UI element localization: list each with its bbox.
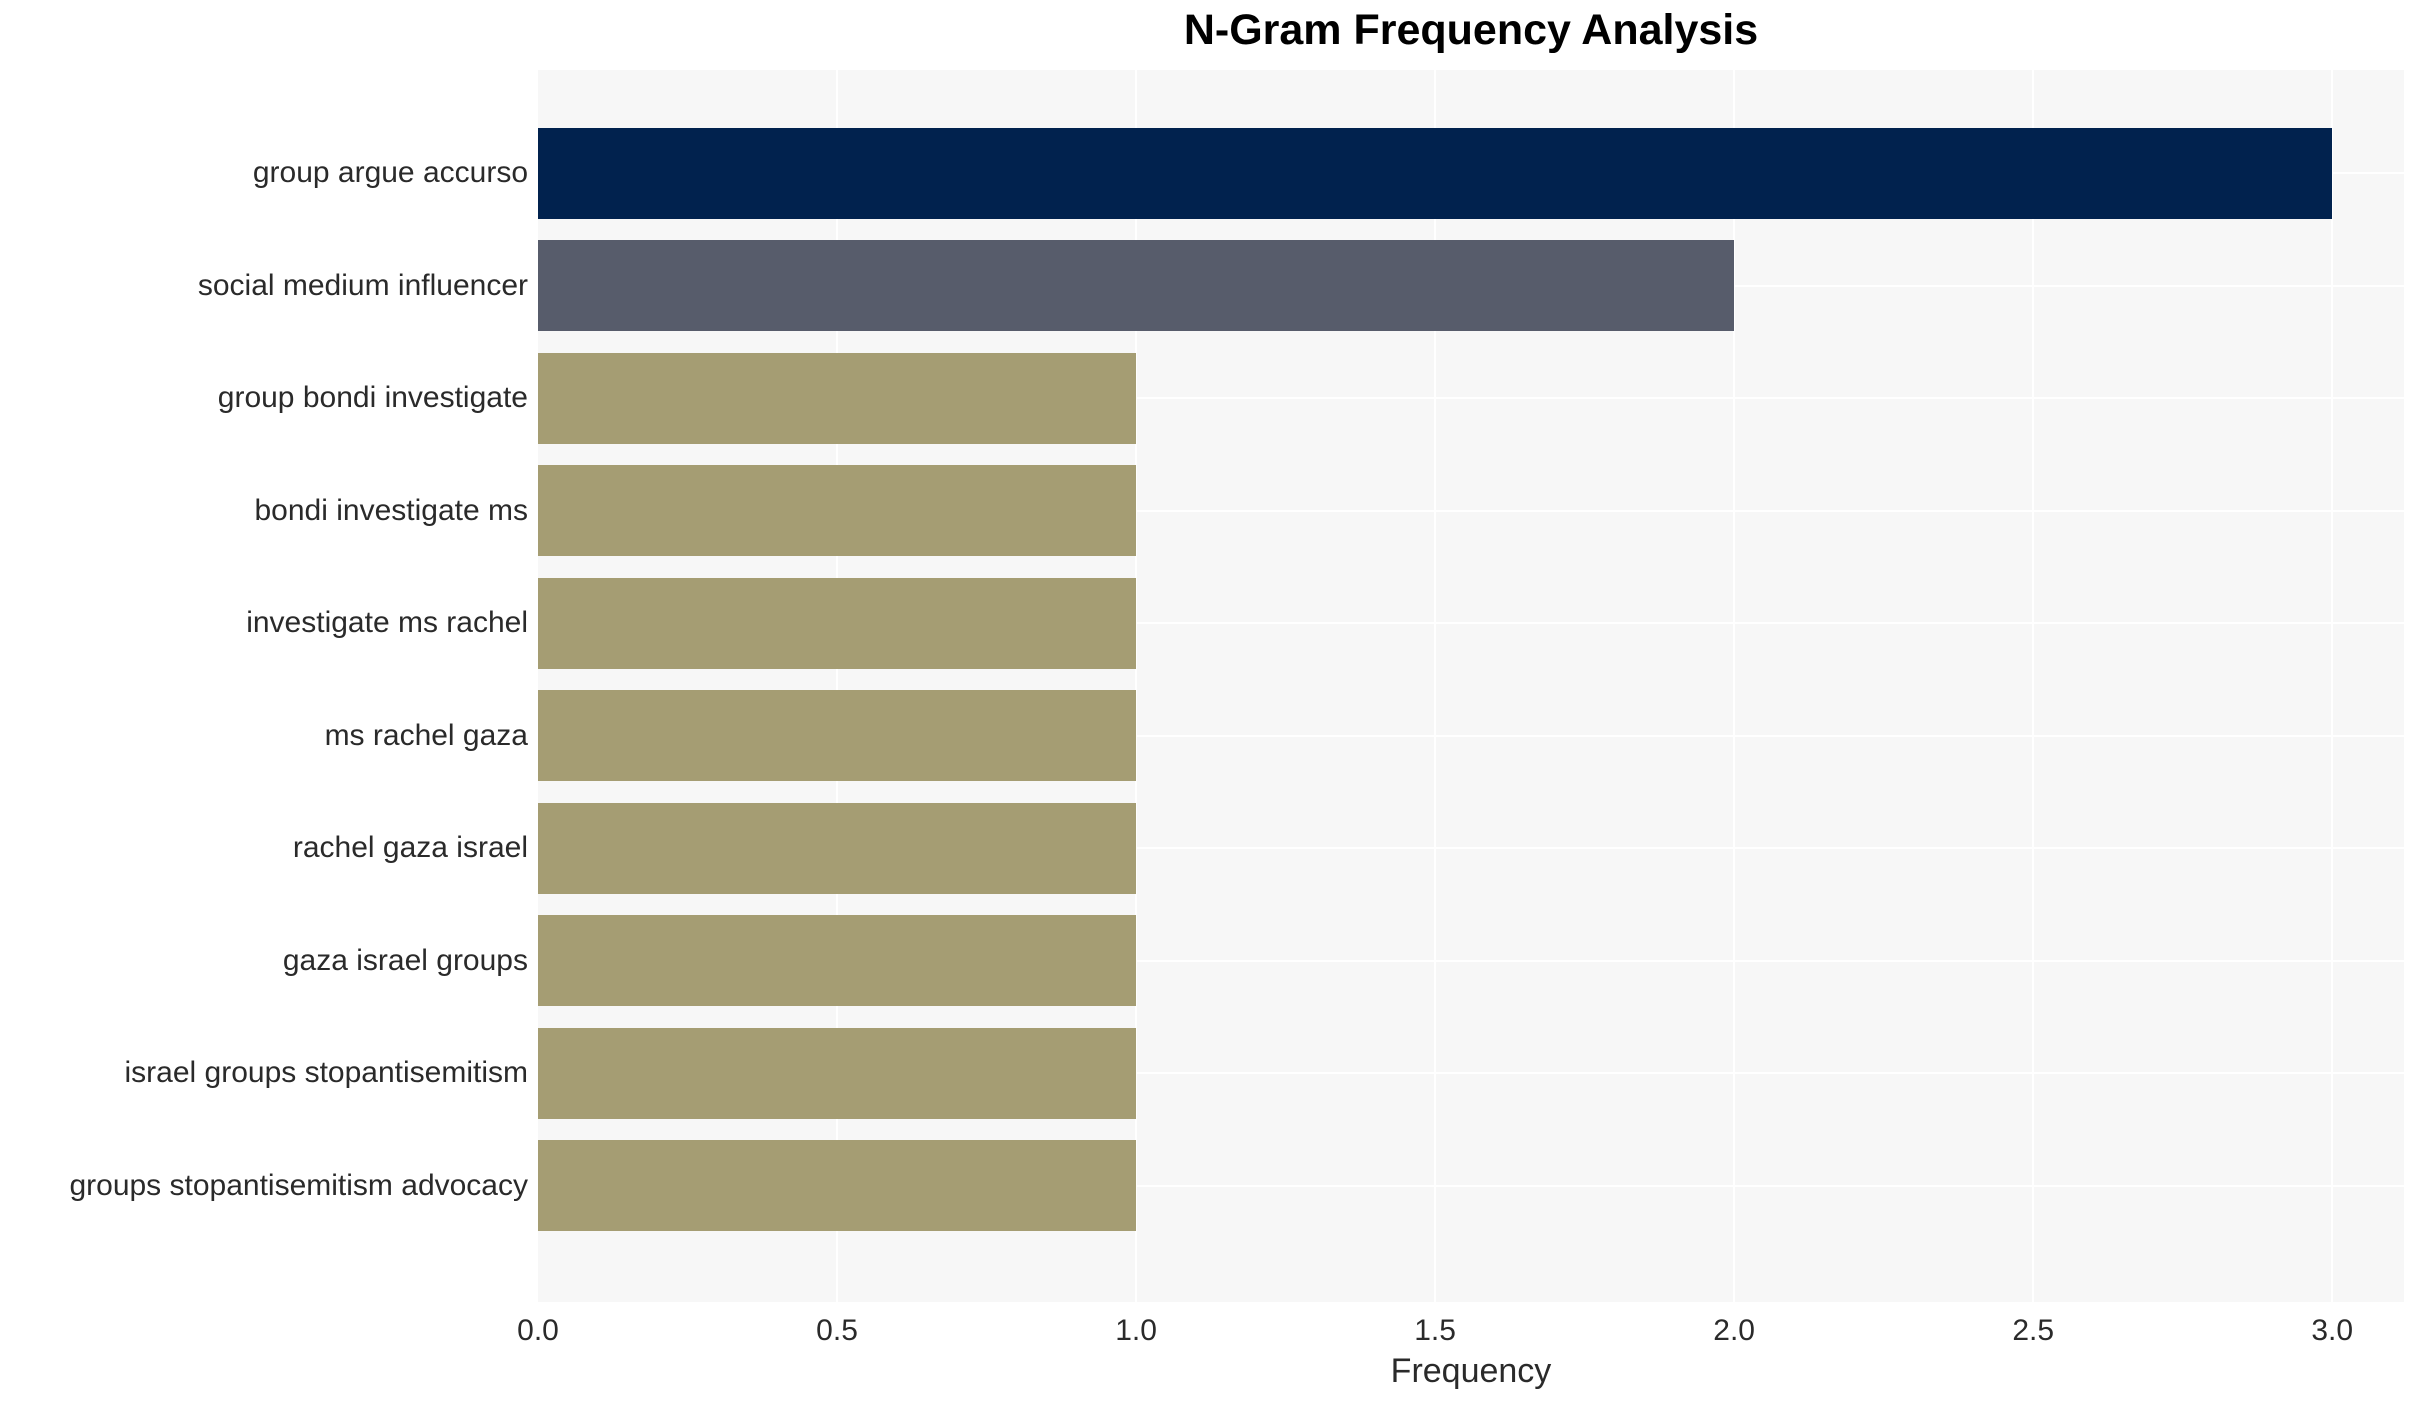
category-label: israel groups stopantisemitism	[124, 1056, 529, 1090]
x-tick-label: 1.0	[1115, 1314, 1157, 1347]
chart-title: N-Gram Frequency Analysis	[1183, 6, 1759, 54]
x-gridline	[1135, 70, 1138, 1302]
x-tick-label: 0.0	[517, 1314, 559, 1347]
y-gridline	[538, 397, 2404, 400]
category-label: group argue accurso	[252, 156, 528, 190]
x-gridline	[836, 70, 839, 1302]
y-gridline	[538, 622, 2404, 625]
category-label: groups stopantisemitism advocacy	[69, 1168, 528, 1202]
y-gridline	[538, 734, 2404, 737]
category-label: investigate ms rachel	[246, 606, 528, 640]
x-tick-label: 2.0	[1713, 1314, 1755, 1347]
y-gridline	[538, 509, 2404, 512]
x-gridline	[2032, 70, 2035, 1302]
category-label: rachel gaza israel	[292, 831, 528, 865]
bar-social-medium-influencer	[538, 240, 1735, 332]
x-gridline	[1434, 70, 1437, 1302]
bar-rachel-gaza-israel	[538, 802, 1137, 894]
bar-ms-rachel-gaza	[538, 690, 1137, 782]
category-label: bondi investigate ms	[254, 493, 529, 527]
bar-bondi-investigate-ms	[538, 465, 1137, 557]
bar-group-argue-accurso	[538, 127, 2333, 219]
y-gridline	[538, 1072, 2404, 1075]
category-label: group bondi investigate	[217, 381, 528, 415]
x-gridline	[1733, 70, 1736, 1302]
x-tick-label: 3.0	[2311, 1314, 2354, 1347]
y-gridline	[538, 847, 2404, 850]
y-gridline	[538, 1184, 2404, 1187]
x-tick-label: 1.5	[1414, 1314, 1456, 1347]
x-tick-label: 0.5	[816, 1314, 858, 1347]
category-label: social medium influencer	[197, 268, 528, 302]
bar-israel-groups-stopantisemitism	[538, 1027, 1137, 1119]
bar-group-bondi-investigate	[538, 352, 1137, 444]
x-axis-title: Frequency	[1390, 1352, 1552, 1390]
x-gridline	[2331, 70, 2334, 1302]
x-tick-label: 2.5	[2012, 1314, 2055, 1347]
y-gridline	[538, 959, 2404, 962]
category-label: ms rachel gaza	[324, 718, 528, 752]
category-label: gaza israel groups	[282, 943, 528, 977]
bar-groups-stopantisemitism-advocacy	[538, 1140, 1137, 1232]
bar-gaza-israel-groups	[538, 915, 1137, 1007]
bar-investigate-ms-rachel	[538, 577, 1137, 669]
plot-area	[538, 70, 2404, 1302]
